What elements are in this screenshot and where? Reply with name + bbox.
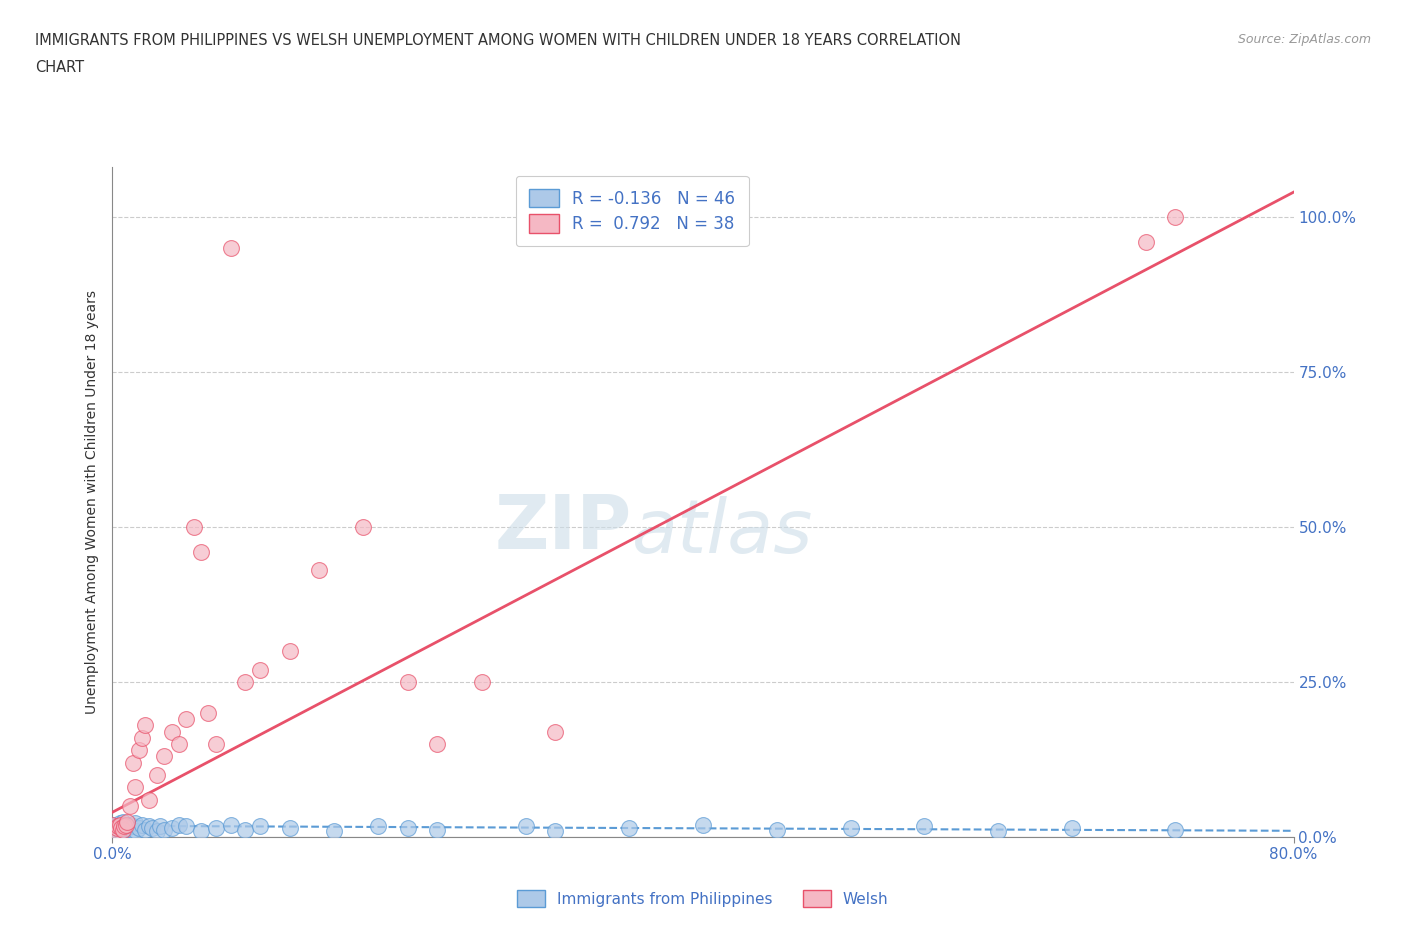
Point xyxy=(138,818,160,833)
Point xyxy=(117,814,138,829)
Legend: R = -0.136   N = 46, R =  0.792   N = 38: R = -0.136 N = 46, R = 0.792 N = 38 xyxy=(516,176,748,246)
Point xyxy=(114,818,136,833)
Text: atlas: atlas xyxy=(633,497,814,568)
Text: Source: ZipAtlas.com: Source: ZipAtlas.com xyxy=(1237,33,1371,46)
Point xyxy=(426,822,449,837)
Point xyxy=(134,718,156,733)
Point xyxy=(619,820,641,835)
Point xyxy=(101,817,124,832)
Point xyxy=(120,817,142,832)
Text: ZIP: ZIP xyxy=(495,493,633,565)
Point xyxy=(352,520,374,535)
Point xyxy=(544,823,567,838)
Point xyxy=(323,823,346,838)
Point xyxy=(131,817,153,832)
Point xyxy=(1164,822,1187,837)
Point xyxy=(138,792,160,807)
Point xyxy=(128,743,150,758)
Point xyxy=(105,820,128,835)
Point xyxy=(249,662,271,677)
Point xyxy=(219,241,242,256)
Point xyxy=(766,822,789,837)
Point xyxy=(111,814,134,829)
Point xyxy=(278,820,301,835)
Point xyxy=(174,818,197,833)
Point xyxy=(1164,209,1187,224)
Point xyxy=(167,737,190,751)
Point xyxy=(105,818,128,833)
Point xyxy=(515,818,537,833)
Point xyxy=(233,674,256,689)
Point xyxy=(120,799,142,814)
Point xyxy=(160,820,183,835)
Point xyxy=(1062,820,1084,835)
Point xyxy=(107,818,129,833)
Point xyxy=(124,816,146,830)
Point xyxy=(107,823,129,838)
Point xyxy=(122,755,145,770)
Point xyxy=(987,823,1010,838)
Point xyxy=(149,818,172,833)
Point xyxy=(914,818,936,833)
Point xyxy=(153,822,176,837)
Point xyxy=(110,825,132,840)
Point xyxy=(233,822,256,837)
Point xyxy=(141,820,163,835)
Point xyxy=(197,706,219,721)
Text: IMMIGRANTS FROM PHILIPPINES VS WELSH UNEMPLOYMENT AMONG WOMEN WITH CHILDREN UNDE: IMMIGRANTS FROM PHILIPPINES VS WELSH UNE… xyxy=(35,33,962,47)
Point xyxy=(160,724,183,739)
Point xyxy=(112,818,135,833)
Point xyxy=(205,737,228,751)
Point xyxy=(205,820,228,835)
Point xyxy=(249,818,271,833)
Point xyxy=(114,817,136,832)
Legend: Immigrants from Philippines, Welsh: Immigrants from Philippines, Welsh xyxy=(512,884,894,913)
Point xyxy=(219,817,242,832)
Point xyxy=(124,780,146,795)
Point xyxy=(153,749,176,764)
Point xyxy=(108,817,131,832)
Text: CHART: CHART xyxy=(35,60,84,75)
Point xyxy=(108,816,131,830)
Point xyxy=(125,823,148,838)
Point xyxy=(121,822,143,837)
Point xyxy=(183,520,205,535)
Point xyxy=(110,820,132,835)
Point xyxy=(470,674,494,689)
Point xyxy=(426,737,449,751)
Point xyxy=(190,544,212,559)
Point xyxy=(112,822,135,837)
Point xyxy=(134,822,156,837)
Point xyxy=(396,674,419,689)
Point xyxy=(122,818,145,833)
Point xyxy=(104,823,127,838)
Point xyxy=(544,724,567,739)
Point xyxy=(111,822,134,837)
Point xyxy=(146,823,169,838)
Y-axis label: Unemployment Among Women with Children Under 18 years: Unemployment Among Women with Children U… xyxy=(86,290,100,714)
Point xyxy=(278,644,301,658)
Point xyxy=(308,563,330,578)
Point xyxy=(131,730,153,745)
Point xyxy=(692,817,714,832)
Point xyxy=(839,820,862,835)
Point xyxy=(174,711,197,726)
Point xyxy=(117,820,138,835)
Point xyxy=(190,823,212,838)
Point xyxy=(101,817,124,832)
Point xyxy=(167,817,190,832)
Point xyxy=(104,820,127,835)
Point xyxy=(396,820,419,835)
Point xyxy=(128,820,150,835)
Point xyxy=(1135,234,1157,249)
Point xyxy=(146,767,169,782)
Point xyxy=(367,818,389,833)
